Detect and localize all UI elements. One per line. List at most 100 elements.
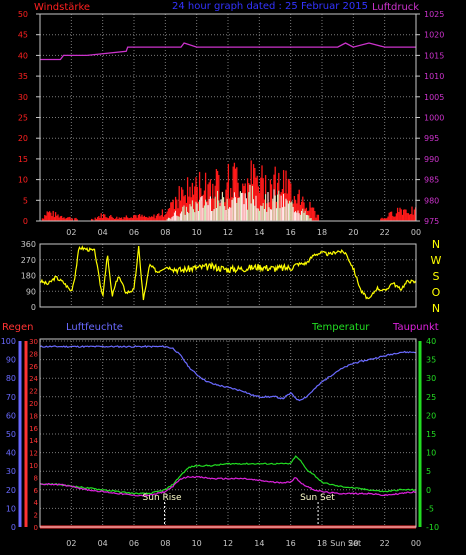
humidity-tick-label: 0 [11,523,16,532]
compass-label: S [433,270,440,283]
wind-time-label: 16 [286,228,296,237]
temperature-tick-label: 20 [426,411,436,420]
pressure-tick-label: 985 [424,176,439,185]
rain-tick-label: 14 [29,437,38,445]
rain-tick-label: 18 [29,412,38,420]
graph-title: 24 hour graph dated : 25 Februar 2015 [172,1,368,12]
rain-tick-label: 0 [34,524,38,532]
sun-rise-annotation: Sun Rise [143,493,182,503]
climate-panel-frame [39,338,417,528]
climate-time-label: 22 [380,539,390,548]
climate-time-label: 02 [66,539,76,548]
wind-direction-line [39,245,417,301]
wind-axis-title: Windstärke [34,2,90,13]
rain-tick-label: 28 [29,350,38,358]
compass-label: O [432,286,441,299]
pressure-tick-label: 995 [424,134,439,143]
humidity-line [39,345,417,402]
climate-time-label: 18 [317,539,327,548]
rain-tick-label: 6 [34,487,39,495]
temperature-tick-label: 30 [426,374,436,383]
climate-time-label: 10 [192,539,202,548]
pressure-tick-label: 1005 [424,93,444,102]
rain-tick-label: 4 [34,499,39,507]
wind-panel-frame [39,13,417,222]
temperature-tick-label: -5 [426,504,434,513]
wind-time-label: 02 [66,228,76,237]
compass-label: N [432,302,440,315]
humidity-tick-label: 40 [6,449,16,458]
dewpoint-axis-title: Taupunkt [392,322,439,333]
wind-tick-label: 50 [18,10,28,19]
wind-time-label: 20 [348,228,358,237]
wind-time-ticks: 02 04 06 08 10 12 14 16 18 20 22 00 [66,228,421,237]
temperature-tick-label: 35 [426,356,436,365]
temperature-tick-label: 5 [426,467,431,476]
dewpoint-line [39,475,417,497]
direction-grid [40,243,417,308]
climate-time-label: 12 [223,539,233,548]
climate-data [39,345,417,529]
climate-time-label: Sun Set [330,539,361,548]
temperature-tick-label: 25 [426,393,436,402]
rain-axis-title: Regen [2,322,34,333]
humidity-tick-label: 80 [6,374,16,383]
direction-tick-label: 90 [26,287,36,296]
wind-tick-label: 0 [23,217,28,226]
rain-tick-label: 22 [29,388,38,396]
pressure-tick-label: 1010 [424,72,444,81]
wind-time-label: 08 [160,228,170,237]
rain-tick-label: 12 [29,450,38,458]
wind-tick-label: 30 [18,93,28,102]
temperature-tick-label: -10 [426,523,439,532]
climate-time-label: 20 [348,539,358,548]
compass-label: N [432,238,440,251]
climate-time-label: 06 [129,539,139,548]
wind-tick-label: 5 [23,196,28,205]
climate-time-label: 16 [286,539,296,548]
wind-time-label: 00 [411,228,421,237]
rain-tick-label: 20 [29,400,38,408]
rain-tick-label: 8 [34,474,38,482]
rain-tick-label: 2 [34,512,38,520]
humidity-axis-ticks: 0 10 20 30 40 50 60 70 80 90 100 [1,337,16,532]
wind-tick-label: 10 [18,176,28,185]
pressure-axis-ticks: 975 980 985 990 995 1000 1005 1010 1015 1020 1025 [416,10,444,226]
humidity-tick-label: 30 [6,467,16,476]
pressure-tick-label: 1020 [424,31,444,40]
wind-time-label: 14 [254,228,264,237]
wind-tick-label: 25 [18,114,28,123]
direction-tick-label: 0 [31,303,36,312]
direction-axis-ticks: 0 90 180 270 360 [21,240,36,312]
pressure-axis-title: Luftdruck [372,2,419,13]
temperature-tick-label: 10 [426,449,436,458]
climate-time-label: 08 [160,539,170,548]
temperature-axis-title: Temperatur [311,322,370,333]
temperature-axis-ticks: -10 -5 0 5 10 15 20 25 30 35 40 [426,337,439,532]
wind-data [40,42,417,221]
wind-time-label: 12 [223,228,233,237]
wind-tick-label: 45 [18,31,28,40]
wind-time-label: 04 [98,228,108,237]
wind-tick-label: 20 [18,134,28,143]
climate-time-label: 14 [254,539,264,548]
temperature-tick-label: 0 [426,486,431,495]
humidity-tick-label: 100 [1,337,16,346]
rain-tick-label: 10 [29,462,38,470]
rain-tick-label: 30 [29,338,38,346]
direction-panel-frame [39,243,417,308]
sun-set-annotation: Sun Set [300,493,335,503]
climate-time-label: 04 [98,539,108,548]
climate-time-label: 00 [411,539,421,548]
wind-tick-label: 15 [18,155,28,164]
wind-tick-label: 40 [18,51,28,60]
rain-tick-label: 16 [29,425,38,433]
direction-tick-label: 180 [21,272,36,281]
wind-time-label: 10 [192,228,202,237]
humidity-tick-label: 10 [6,504,16,513]
climate-axes [18,341,422,527]
